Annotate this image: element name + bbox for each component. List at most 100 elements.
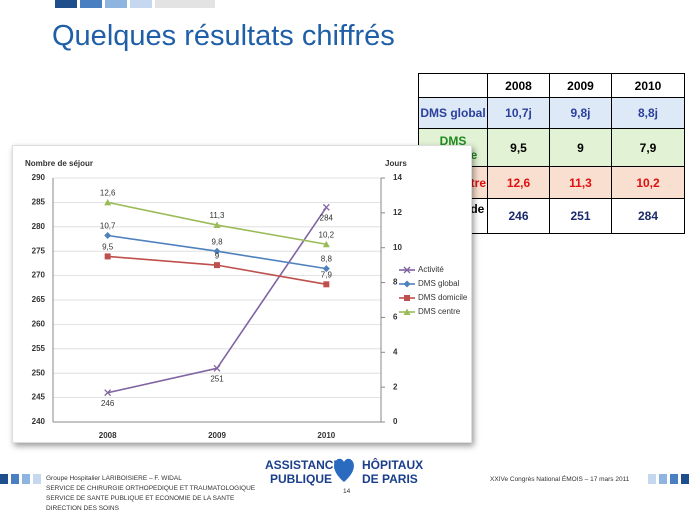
legend-label: DMS global: [418, 279, 460, 288]
deco: [155, 0, 215, 8]
y-axis-label: Nombre de séjour: [25, 159, 93, 168]
y-tick-label: 245: [32, 393, 46, 402]
y-tick-label: 290: [32, 173, 46, 182]
chart-frame: Nombre de séjour Jours 240 245 250 255 260 26…: [12, 145, 472, 443]
y-tick-label: 250: [32, 368, 46, 377]
header-cell: 2009: [549, 73, 612, 98]
marker: [104, 198, 112, 206]
y-tick-label: 280: [32, 222, 46, 231]
cell: 8,8j: [611, 97, 685, 129]
cell: 7,9: [611, 128, 685, 167]
deco: [33, 474, 41, 484]
y2-axis-label: Jours: [385, 159, 407, 168]
data-label: 8,8: [321, 255, 333, 264]
marker: [403, 266, 411, 274]
y2-tick-label: 14: [393, 173, 402, 182]
series-line: [107, 255, 327, 286]
footer-line: SERVICE DE CHIRURGIE ORTHOPEDIQUE ET TRA…: [46, 485, 256, 492]
cell: 9,8j: [549, 97, 612, 129]
data-label: 9: [215, 251, 220, 260]
marker: [213, 221, 221, 229]
footer-line: Groupe Hospitalier LARIBOISIERE – F. WID…: [46, 475, 182, 482]
data-label: 10,7: [100, 222, 116, 231]
header-row: 2008 2009 2010: [418, 73, 685, 98]
y2-tick-label: 6: [393, 313, 398, 322]
slide-title: Quelques résultats chiffrés: [52, 20, 395, 52]
deco: [681, 474, 689, 484]
y-tick-label: 265: [32, 295, 46, 304]
legend-label: DMS domicile: [418, 293, 468, 302]
y2-tick-label: 12: [393, 208, 402, 217]
deco: [22, 474, 30, 484]
cell: 10,2: [611, 166, 685, 199]
cell: 9,5: [487, 128, 550, 167]
marker: [213, 364, 221, 372]
y-tick-label: 270: [32, 271, 46, 280]
deco: [105, 0, 127, 8]
y2-tick-label: 10: [393, 243, 402, 252]
row: DMS domicile 9,5 9 7,9: [418, 128, 685, 167]
y-tick-label: 275: [32, 246, 46, 255]
logo-icon: [334, 458, 354, 482]
deco: [11, 474, 19, 484]
x-tick-label: 2008: [99, 431, 117, 440]
data-label: 9,8: [211, 237, 223, 246]
cell: 9: [549, 128, 612, 167]
chart: Nombre de séjour Jours 24024525025526026…: [25, 159, 468, 440]
marker: [104, 253, 111, 260]
y-tick-label: 240: [32, 417, 46, 426]
deco: [130, 0, 152, 8]
y-tick-label: 285: [32, 198, 46, 207]
y-tick-label: 260: [32, 320, 46, 329]
logo-text: PUBLIQUE: [270, 472, 333, 486]
results-table: 2008 2009 2010 DMS global 10,7j 9,8j 8,8…: [418, 73, 685, 234]
event: XXIVe Congrès National ÉMOIS – 17 mars 2…: [490, 476, 630, 483]
legend-label: Activité: [418, 265, 444, 274]
data-label: 251: [210, 374, 224, 383]
cell: 246: [487, 198, 550, 234]
marker: [404, 295, 410, 301]
row-label: DMS global: [418, 97, 488, 129]
logo-heart: [334, 458, 354, 482]
cell: 284: [611, 198, 685, 234]
data-label: 246: [101, 399, 115, 408]
marker: [403, 308, 411, 315]
logo-text: DE PARIS: [362, 472, 418, 486]
y2-tick-label: 8: [393, 278, 398, 287]
data-label: 11,3: [210, 211, 226, 220]
data-label: 284: [320, 213, 334, 222]
marker: [104, 389, 112, 397]
marker: [322, 265, 330, 273]
deco: [648, 474, 656, 484]
marker: [104, 232, 112, 240]
marker: [322, 240, 330, 248]
marker: [323, 281, 330, 288]
x-tick-label: 2010: [317, 431, 335, 440]
deco: [0, 474, 8, 484]
header-cell: 2010: [611, 73, 685, 98]
y-tick-label: 255: [32, 344, 46, 353]
x-tick-label: 2009: [208, 431, 226, 440]
y2-tick-label: 4: [393, 347, 398, 356]
deco: [55, 0, 77, 8]
marker: [322, 203, 330, 211]
deco: [659, 474, 667, 484]
footer-line: DIRECTION DES SOINS: [46, 505, 119, 512]
page-number: 14: [343, 488, 351, 495]
cell: 12,6: [487, 166, 550, 199]
data-label: 9,5: [102, 243, 114, 252]
corner: [418, 73, 488, 98]
y2-tick-label: 2: [393, 382, 398, 391]
deco: [80, 0, 102, 8]
data-label: 7,9: [321, 270, 333, 279]
marker: [403, 280, 411, 288]
deco: [670, 474, 678, 484]
data-label: 12,6: [100, 189, 116, 198]
legend-label: DMS centre: [418, 307, 461, 316]
cell: 251: [549, 198, 612, 234]
footer-line: SERVICE DE SANTE PUBLIQUE ET ECONOMIE DE…: [46, 495, 235, 502]
logo-text: ASSISTANCE: [265, 458, 342, 472]
row: DMS global 10,7j 9,8j 8,8j: [418, 97, 685, 129]
marker: [213, 247, 221, 255]
